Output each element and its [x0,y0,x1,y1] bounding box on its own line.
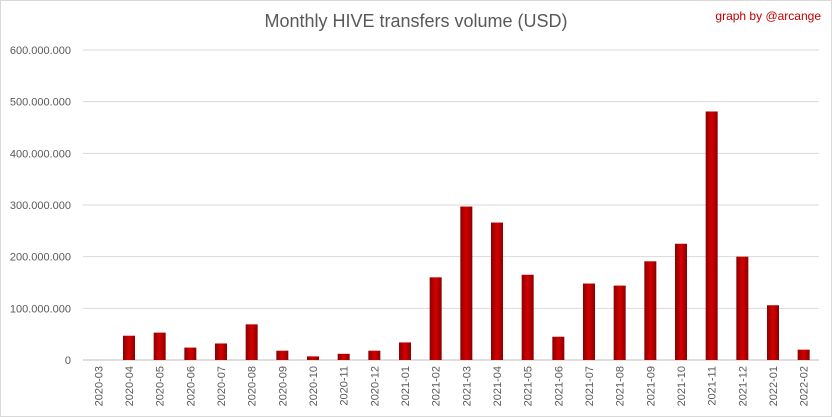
x-tick-label: 2022-02 [799,366,811,406]
bar-2021-01 [399,342,411,360]
x-tick-label: 2020-03 [93,366,105,406]
y-axis: 0 100.000.000 200.000.000 300.000.000 400.00… [10,45,71,367]
bar-2020-05 [153,332,166,360]
bar-2020-10 [307,356,319,360]
x-tick-label: 2020-09 [277,366,289,406]
bar-2021-04 [491,222,503,360]
x-axis: 2020-03 2020-04 2020-05 2020-06 2020-07 2020-… [93,366,810,406]
bar-2021-07 [583,283,595,360]
bar-2021-05 [521,274,534,360]
bar-2021-08 [613,285,626,360]
x-tick-label: 2021-12 [737,366,749,406]
x-tick-label: 2021-03 [461,366,473,406]
x-tick-label: 2021-08 [615,366,627,406]
bar-2020-12 [368,350,381,360]
x-tick-label: 2021-11 [707,366,719,406]
x-tick-label: 2021-01 [400,366,412,406]
y-tick-label: 600.000.000 [10,45,71,57]
bar-2020-09 [276,350,289,360]
y-tick-label: 500.000.000 [10,97,71,109]
y-tick-label: 0 [65,355,71,367]
chart-title: Monthly HIVE transfers volume (USD) [264,11,568,31]
x-tick-label: 2021-04 [492,366,504,406]
bar-2020-06 [184,347,197,360]
x-tick-label: 2020-12 [369,366,381,406]
bar-2021-06 [552,336,565,360]
bar-2020-11 [337,353,350,360]
x-tick-label: 2021-02 [431,366,443,406]
gridlines [83,49,819,361]
x-tick-label: 2021-07 [584,366,596,406]
x-tick-label: 2021-06 [553,366,565,406]
x-tick-label: 2020-11 [339,366,351,406]
y-tick-label: 100.000.000 [10,303,71,315]
bar-2022-02 [797,349,810,360]
bar-2021-09 [644,261,657,360]
credit-label: graph by @arcange [715,9,821,23]
bar-2021-11 [705,111,718,360]
bar-2022-01 [767,305,779,360]
x-tick-label: 2021-10 [676,366,688,406]
x-tick-label: 2020-05 [155,366,167,406]
bar-2021-03 [460,206,473,360]
x-tick-label: 2020-08 [247,366,259,406]
x-tick-label: 2020-10 [308,366,320,406]
bar-2020-04 [123,335,135,360]
x-tick-label: 2021-09 [645,366,657,406]
y-tick-label: 400.000.000 [10,148,71,160]
x-tick-label: 2022-01 [768,366,780,406]
bar-2021-12 [736,256,749,360]
bar-2021-10 [675,243,687,360]
x-tick-label: 2020-04 [124,366,136,406]
bar-2020-08 [245,324,258,360]
bar-2020-07 [215,343,227,360]
bar-2021-02 [429,277,442,360]
bars [123,111,810,360]
x-tick-label: 2021-05 [523,366,535,406]
x-tick-label: 2020-07 [216,366,228,406]
y-tick-label: 200.000.000 [10,252,71,264]
x-tick-label: 2020-06 [185,366,197,406]
y-tick-label: 300.000.000 [10,200,71,212]
